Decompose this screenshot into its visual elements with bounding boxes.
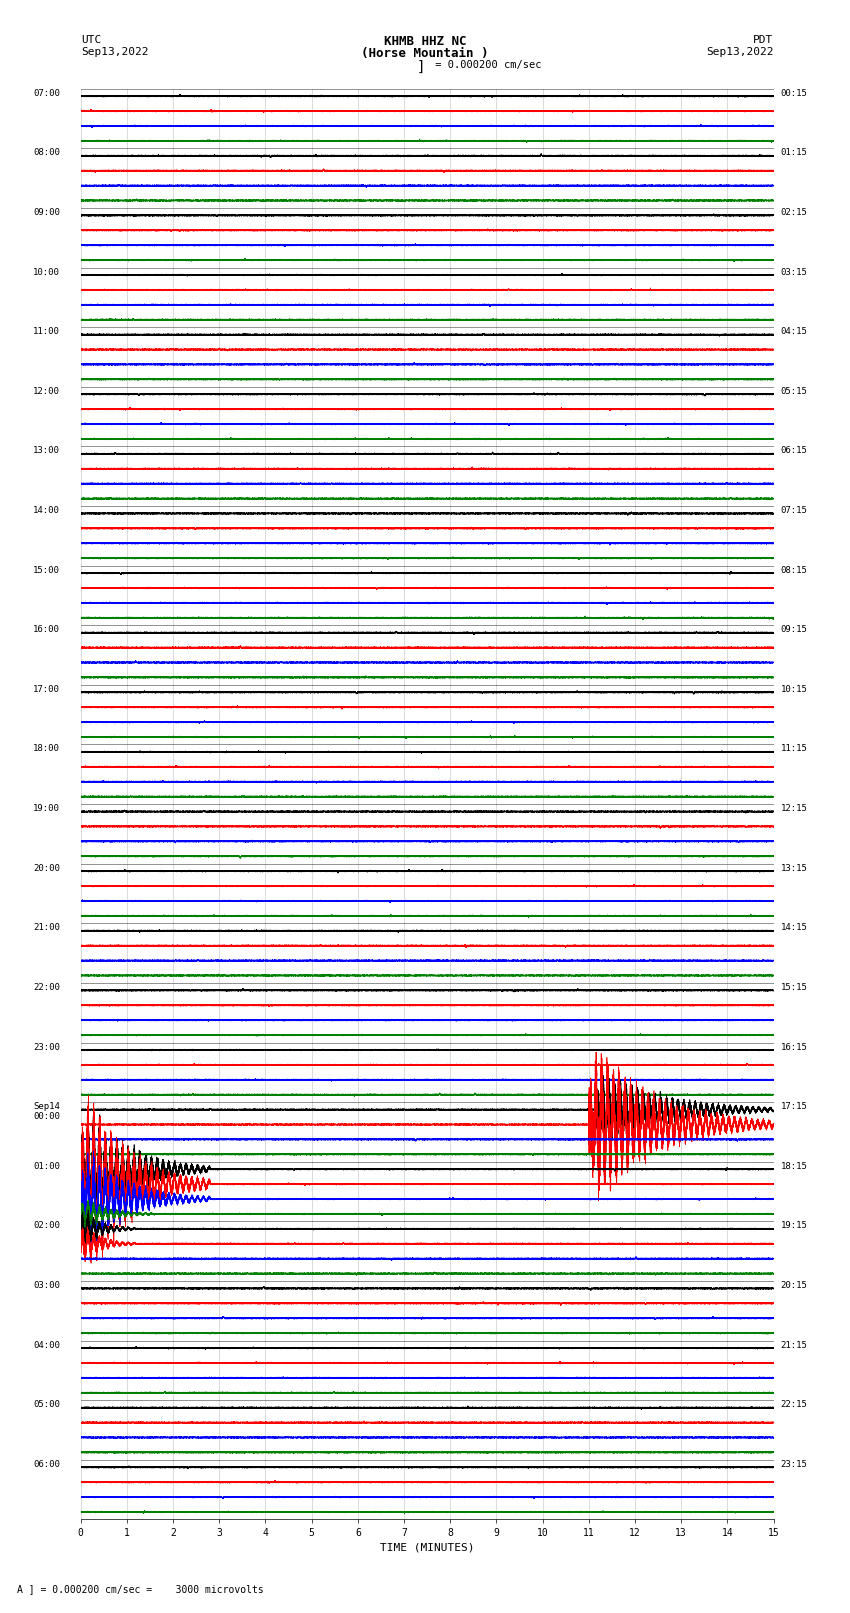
Text: 21:00: 21:00	[33, 923, 60, 932]
Text: 12:00: 12:00	[33, 387, 60, 395]
Text: 14:15: 14:15	[780, 923, 808, 932]
Text: 17:15: 17:15	[780, 1102, 808, 1111]
Text: 16:15: 16:15	[780, 1042, 808, 1052]
Text: 01:00: 01:00	[33, 1161, 60, 1171]
Text: 07:00: 07:00	[33, 89, 60, 98]
Text: 05:15: 05:15	[780, 387, 808, 395]
Text: 04:15: 04:15	[780, 327, 808, 336]
Text: 03:00: 03:00	[33, 1281, 60, 1290]
Text: 23:00: 23:00	[33, 1042, 60, 1052]
Text: 08:00: 08:00	[33, 148, 60, 158]
Text: UTC: UTC	[81, 35, 101, 45]
Text: 03:15: 03:15	[780, 268, 808, 276]
Text: 09:00: 09:00	[33, 208, 60, 216]
Text: 10:00: 10:00	[33, 268, 60, 276]
Text: 15:00: 15:00	[33, 566, 60, 574]
Text: Sep13,2022: Sep13,2022	[706, 47, 774, 56]
Text: 11:00: 11:00	[33, 327, 60, 336]
Text: 13:00: 13:00	[33, 447, 60, 455]
Text: = 0.000200 cm/sec: = 0.000200 cm/sec	[429, 60, 541, 69]
Text: 10:15: 10:15	[780, 686, 808, 694]
Text: 19:15: 19:15	[780, 1221, 808, 1231]
Text: 14:00: 14:00	[33, 506, 60, 515]
Text: 12:15: 12:15	[780, 805, 808, 813]
Text: 21:15: 21:15	[780, 1340, 808, 1350]
Text: 15:15: 15:15	[780, 982, 808, 992]
Text: 16:00: 16:00	[33, 626, 60, 634]
Text: (Horse Mountain ): (Horse Mountain )	[361, 47, 489, 60]
Text: 22:15: 22:15	[780, 1400, 808, 1410]
Text: 22:00: 22:00	[33, 982, 60, 992]
Text: Sep13,2022: Sep13,2022	[81, 47, 148, 56]
Text: 01:15: 01:15	[780, 148, 808, 158]
Text: 07:15: 07:15	[780, 506, 808, 515]
Text: 11:15: 11:15	[780, 745, 808, 753]
Text: Sep14
00:00: Sep14 00:00	[33, 1102, 60, 1121]
Text: 04:00: 04:00	[33, 1340, 60, 1350]
Text: 23:15: 23:15	[780, 1460, 808, 1469]
Text: 18:15: 18:15	[780, 1161, 808, 1171]
Text: 20:00: 20:00	[33, 863, 60, 873]
Text: 17:00: 17:00	[33, 686, 60, 694]
Text: 00:15: 00:15	[780, 89, 808, 98]
Text: 20:15: 20:15	[780, 1281, 808, 1290]
Text: 08:15: 08:15	[780, 566, 808, 574]
Text: 19:00: 19:00	[33, 805, 60, 813]
Text: 05:00: 05:00	[33, 1400, 60, 1410]
Text: 02:00: 02:00	[33, 1221, 60, 1231]
X-axis label: TIME (MINUTES): TIME (MINUTES)	[380, 1542, 474, 1553]
Text: 06:00: 06:00	[33, 1460, 60, 1469]
Text: 02:15: 02:15	[780, 208, 808, 216]
Text: A ] = 0.000200 cm/sec =    3000 microvolts: A ] = 0.000200 cm/sec = 3000 microvolts	[17, 1584, 264, 1594]
Text: ]: ]	[416, 60, 425, 74]
Text: PDT: PDT	[753, 35, 774, 45]
Text: 13:15: 13:15	[780, 863, 808, 873]
Text: 09:15: 09:15	[780, 626, 808, 634]
Text: KHMB HHZ NC: KHMB HHZ NC	[383, 35, 467, 48]
Text: 18:00: 18:00	[33, 745, 60, 753]
Text: 06:15: 06:15	[780, 447, 808, 455]
